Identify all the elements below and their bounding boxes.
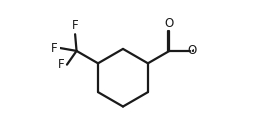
Text: F: F xyxy=(51,42,58,55)
Text: O: O xyxy=(187,44,197,57)
Text: F: F xyxy=(72,19,78,32)
Text: O: O xyxy=(165,17,174,30)
Text: F: F xyxy=(58,58,65,71)
